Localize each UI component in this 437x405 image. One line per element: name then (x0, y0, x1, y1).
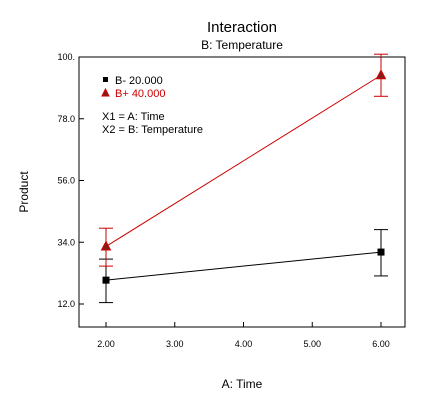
y-tick-label: 78.0 (57, 114, 75, 124)
x-tick-label: 5.00 (303, 339, 321, 349)
y-axis-label: Product (17, 171, 31, 213)
x-tick-label: 4.00 (235, 339, 253, 349)
chart-title: Interaction (207, 19, 277, 36)
x-axis-label: A: Time (222, 377, 263, 391)
legend-entry-label: B- 20.000 (115, 75, 163, 87)
legend-factor-note: X2 = B: Temperature (102, 124, 203, 136)
x-axis: 2.00 3.00 4.00 5.00 6.00 (97, 322, 390, 349)
y-tick-label: 100. (57, 52, 75, 62)
y-tick-label: 56.0 (57, 176, 75, 186)
x-tick-label: 6.00 (372, 339, 390, 349)
y-tick-label: 34.0 (57, 237, 75, 247)
series-line (105, 74, 382, 247)
series-layer (99, 53, 388, 304)
legend-marker-square (103, 77, 108, 82)
series-b-plus (99, 53, 388, 267)
data-point-square (377, 248, 385, 256)
legend-entry-label: B+ 40.000 (115, 88, 165, 100)
x-tick-label: 3.00 (166, 339, 184, 349)
legend-marker-triangle (101, 87, 110, 97)
y-axis: 12.0 34.0 56.0 78.0 100. (57, 52, 84, 309)
legend-factor-note: X1 = A: Time (102, 111, 165, 123)
series-b-minus (99, 229, 388, 304)
plot-area-frame (78, 56, 406, 328)
series-line (105, 251, 382, 281)
data-point-triangle (100, 240, 112, 251)
data-point-square (102, 276, 110, 284)
data-point-triangle (375, 69, 387, 80)
x-tick-label: 2.00 (97, 339, 115, 349)
y-tick-label: 12.0 (57, 299, 75, 309)
chart-subtitle: B: Temperature (201, 38, 283, 52)
